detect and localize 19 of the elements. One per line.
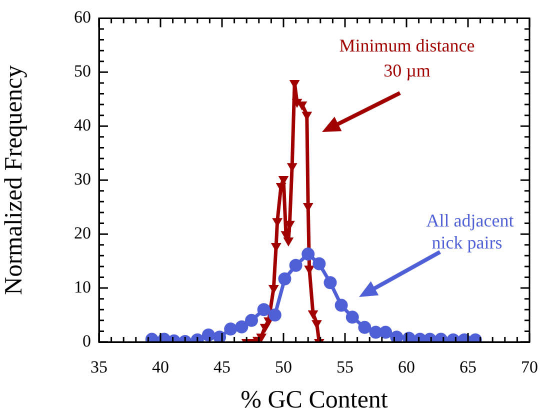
y-tick-label: 10 [74, 278, 91, 296]
x-tick-label: 40 [152, 358, 169, 377]
x-tick-label: 70 [521, 358, 538, 377]
y-tick-label: 30 [74, 170, 91, 189]
x-tick-label: 50 [275, 358, 292, 377]
y-tick-label: 40 [74, 116, 91, 135]
x-tick-label: 55 [336, 358, 354, 377]
y-tick-label: 20 [74, 224, 91, 243]
x-tick-label: 60 [398, 358, 415, 377]
x-axis-title: % GC Content [240, 386, 388, 414]
x-tick-label: 35 [90, 358, 108, 377]
y-tick-label: 50 [74, 62, 91, 81]
annotation: Minimum distance 30 µm [339, 36, 475, 81]
y-tick-label: 60 [74, 8, 91, 27]
x-tick-label: 45 [214, 358, 230, 377]
y-axis-title: Normalized Frequency [0, 64, 28, 295]
annotation: All adjacent nick pairs [426, 210, 514, 253]
x-tick-label: 65 [460, 358, 476, 377]
y-tick-label: 0 [82, 331, 91, 350]
